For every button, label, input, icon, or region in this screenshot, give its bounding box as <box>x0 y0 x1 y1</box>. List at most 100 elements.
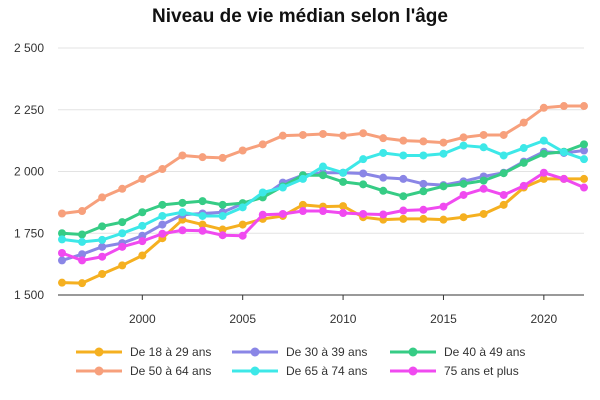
data-point <box>218 200 227 209</box>
data-point <box>138 251 147 260</box>
legend-item: De 18 à 29 ans <box>76 345 211 359</box>
data-point <box>198 220 207 229</box>
legend-item: De 30 à 39 ans <box>232 345 367 359</box>
data-point <box>178 151 187 160</box>
data-point <box>580 174 588 183</box>
legend-label: De 50 à 64 ans <box>130 364 211 378</box>
data-point <box>580 183 588 192</box>
data-point <box>238 146 247 155</box>
data-point <box>379 173 388 182</box>
data-point <box>319 162 327 171</box>
data-point <box>459 141 468 150</box>
series-4 <box>58 102 588 218</box>
data-point <box>138 208 147 217</box>
data-point <box>379 186 388 195</box>
data-point <box>419 137 428 146</box>
data-point <box>118 184 127 193</box>
data-point <box>58 249 66 258</box>
legend-item: De 50 à 64 ans <box>76 364 211 378</box>
series-5 <box>58 136 588 246</box>
data-point <box>298 200 307 209</box>
data-point <box>78 237 87 246</box>
data-point <box>218 153 227 162</box>
data-point <box>379 148 388 157</box>
data-point <box>58 209 66 218</box>
data-point <box>439 182 448 191</box>
data-point <box>339 168 348 177</box>
data-point <box>198 153 207 162</box>
x-tick-label: 2005 <box>229 312 256 326</box>
data-point <box>359 180 368 189</box>
data-point <box>479 143 488 152</box>
data-point <box>198 197 207 206</box>
data-point <box>479 130 488 139</box>
data-point <box>419 205 428 214</box>
data-point <box>78 250 87 259</box>
data-point <box>118 242 127 251</box>
data-point <box>258 210 267 219</box>
data-point <box>218 211 227 220</box>
legend: De 18 à 29 ans De 30 à 39 ans De 40 à 49 a… <box>76 345 525 378</box>
data-point <box>118 218 127 227</box>
legend-item: De 40 à 49 ans <box>390 345 525 359</box>
legend-label: 75 ans et plus <box>444 364 519 378</box>
data-point <box>258 188 267 197</box>
data-point <box>459 190 468 199</box>
data-point <box>399 214 408 223</box>
data-point <box>559 148 568 157</box>
data-point <box>499 169 508 178</box>
legend-label: De 18 à 29 ans <box>130 345 211 359</box>
y-tick-label: 2 250 <box>14 103 44 117</box>
data-point <box>178 198 187 207</box>
y-tick-label: 1 750 <box>14 226 44 240</box>
legend-item: 75 ans et plus <box>390 364 519 378</box>
data-point <box>319 171 327 180</box>
data-point <box>218 231 227 240</box>
data-point <box>359 209 368 218</box>
data-point <box>178 226 187 235</box>
data-point <box>519 158 528 167</box>
data-point <box>158 229 167 238</box>
data-point <box>319 129 327 138</box>
legend-swatch-marker <box>250 366 260 376</box>
x-tick-label: 2010 <box>330 312 357 326</box>
legend-item: De 65 à 74 ans <box>232 364 367 378</box>
data-point <box>78 207 87 216</box>
y-tick-label: 2 000 <box>14 165 44 179</box>
data-point <box>580 102 588 111</box>
data-point <box>138 174 147 183</box>
y-tick-label: 2 500 <box>14 41 44 55</box>
data-point <box>479 184 488 193</box>
data-point <box>278 209 287 218</box>
data-point <box>339 202 348 211</box>
data-point <box>419 179 428 188</box>
data-point <box>178 208 187 217</box>
data-point <box>439 215 448 224</box>
legend-swatch-marker <box>408 347 418 357</box>
data-point <box>399 192 408 201</box>
data-point <box>539 103 548 112</box>
data-point <box>539 149 548 158</box>
data-point <box>298 207 307 216</box>
data-point <box>58 235 66 244</box>
data-point <box>580 146 588 155</box>
data-point <box>78 256 87 265</box>
data-point <box>499 200 508 209</box>
data-point <box>339 131 348 140</box>
x-tick-label: 2020 <box>530 312 557 326</box>
data-point <box>399 151 408 160</box>
data-point <box>399 136 408 145</box>
data-point <box>98 252 107 261</box>
data-point <box>419 151 428 160</box>
data-point <box>439 202 448 211</box>
data-point <box>198 226 207 235</box>
data-point <box>519 181 528 190</box>
data-point <box>238 220 247 229</box>
legend-label: De 40 à 49 ans <box>444 345 525 359</box>
data-point <box>459 179 468 188</box>
data-point <box>459 133 468 142</box>
data-point <box>359 169 368 178</box>
data-point <box>118 229 127 238</box>
data-point <box>298 174 307 183</box>
